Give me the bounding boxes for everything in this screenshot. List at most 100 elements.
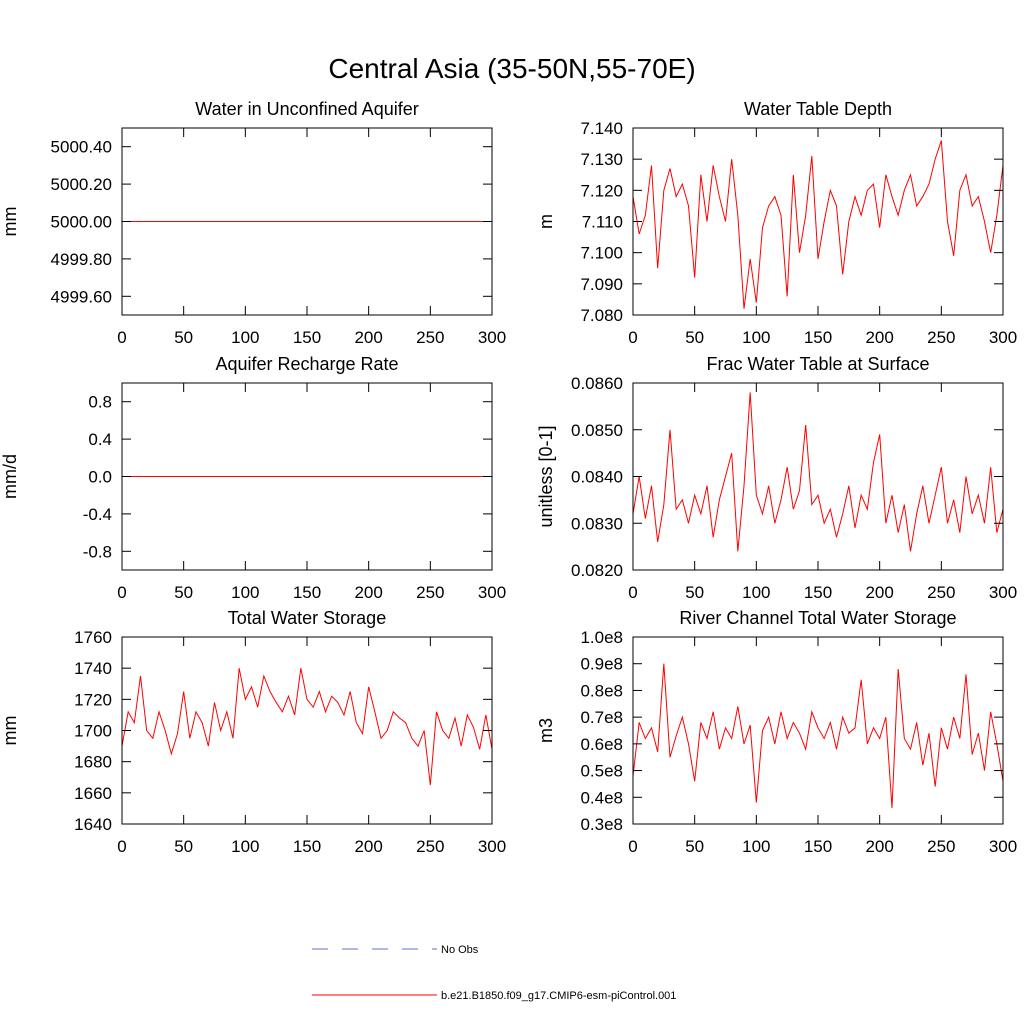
y-tick-label: 7.140 (580, 119, 623, 138)
x-tick-label: 200 (865, 583, 893, 602)
panel-title: Water Table Depth (744, 99, 892, 119)
x-tick-label: 250 (927, 328, 955, 347)
data-line (632, 663, 1004, 809)
x-tick-label: 200 (865, 837, 893, 856)
x-tick-label: 0 (628, 583, 637, 602)
x-tick-label: 0 (628, 328, 637, 347)
x-tick-label: 100 (742, 328, 770, 347)
data-line (121, 668, 493, 786)
x-tick-label: 150 (293, 837, 321, 856)
y-tick-label: 4999.60 (51, 287, 112, 306)
y-tick-label: 5000.40 (51, 138, 112, 157)
y-tick-label: 5000.00 (51, 213, 112, 232)
x-tick-label: 300 (989, 837, 1017, 856)
panel-title: Aquifer Recharge Rate (215, 354, 398, 374)
y-tick-label: 1680 (74, 753, 112, 772)
plot-frame (121, 636, 493, 825)
y-tick-label: 0.0820 (571, 561, 623, 580)
y-tick-label: 7.110 (582, 213, 623, 232)
y-tick-label: 7.130 (580, 150, 623, 169)
panel-title: Water in Unconfined Aquifer (195, 99, 418, 119)
y-tick-label: 7.120 (580, 181, 623, 200)
y-tick-label: -0.4 (83, 505, 112, 524)
x-tick-label: 150 (804, 328, 832, 347)
y-tick-label: -0.8 (83, 542, 112, 561)
x-tick-label: 200 (354, 583, 382, 602)
y-tick-label: 1640 (74, 815, 112, 834)
x-tick-label: 100 (742, 583, 770, 602)
x-tick-label: 200 (354, 837, 382, 856)
legend-label: b.e21.B1850.f09_g17.CMIP6-esm-piControl.… (441, 990, 676, 1002)
x-tick-label: 300 (478, 837, 506, 856)
plot-frame (121, 382, 493, 571)
y-axis-label: m (536, 214, 556, 229)
y-tick-label: 1.0e8 (580, 628, 623, 647)
x-tick-label: 300 (478, 328, 506, 347)
y-axis-label: mm (0, 716, 20, 746)
y-tick-label: 1740 (74, 659, 112, 678)
x-tick-label: 50 (685, 328, 704, 347)
x-tick-label: 0 (117, 837, 126, 856)
x-tick-label: 50 (174, 328, 193, 347)
y-tick-label: 1660 (74, 784, 112, 803)
y-tick-label: 1700 (74, 722, 112, 741)
panel-title: Frac Water Table at Surface (706, 354, 929, 374)
x-tick-label: 50 (685, 583, 704, 602)
x-tick-label: 100 (231, 328, 259, 347)
y-tick-label: 7.090 (580, 275, 623, 294)
data-line (632, 140, 1004, 309)
y-tick-label: 7.080 (580, 306, 623, 325)
x-tick-label: 200 (865, 328, 893, 347)
plot-frame (632, 127, 1004, 316)
y-tick-label: 1720 (74, 690, 112, 709)
x-tick-label: 100 (231, 837, 259, 856)
x-tick-label: 300 (478, 583, 506, 602)
x-tick-label: 250 (416, 837, 444, 856)
y-tick-label: 0.0860 (571, 374, 623, 393)
y-tick-label: 0.5e8 (580, 762, 623, 781)
plot-frame (632, 382, 1004, 571)
x-tick-label: 0 (117, 328, 126, 347)
panel-title: River Channel Total Water Storage (679, 608, 956, 628)
y-axis-label: unitless [0-1] (536, 425, 556, 527)
x-tick-label: 0 (628, 837, 637, 856)
x-tick-label: 100 (231, 583, 259, 602)
x-tick-label: 250 (416, 328, 444, 347)
legend-label: No Obs (441, 944, 479, 956)
y-tick-label: 0.9e8 (580, 655, 623, 674)
y-axis-label: mm (0, 207, 20, 237)
y-tick-label: 0.0850 (571, 421, 623, 440)
x-tick-label: 100 (742, 837, 770, 856)
x-tick-label: 150 (804, 583, 832, 602)
x-tick-label: 50 (685, 837, 704, 856)
y-tick-label: 7.100 (580, 244, 623, 263)
x-tick-label: 200 (354, 328, 382, 347)
y-tick-label: 4999.80 (51, 250, 112, 269)
x-tick-label: 150 (293, 583, 321, 602)
x-tick-label: 250 (927, 583, 955, 602)
x-tick-label: 50 (174, 583, 193, 602)
y-tick-label: 0.0 (88, 468, 112, 487)
y-tick-label: 0.8e8 (580, 681, 623, 700)
plot-frame (121, 127, 493, 316)
y-tick-label: 0.4 (88, 430, 112, 449)
plot-frame (632, 636, 1004, 825)
y-tick-label: 0.0830 (571, 514, 623, 533)
x-tick-label: 300 (989, 328, 1017, 347)
y-tick-label: 0.0840 (571, 468, 623, 487)
y-tick-label: 5000.20 (51, 175, 112, 194)
x-tick-label: 0 (117, 583, 126, 602)
y-tick-label: 0.3e8 (580, 815, 623, 834)
y-axis-label: mm/d (0, 454, 20, 499)
y-tick-label: 0.8 (88, 393, 112, 412)
y-tick-label: 1760 (74, 628, 112, 647)
data-line (632, 392, 1004, 552)
x-tick-label: 250 (927, 837, 955, 856)
page-title: Central Asia (35-50N,55-70E) (328, 53, 695, 84)
x-tick-label: 300 (989, 583, 1017, 602)
x-tick-label: 50 (174, 837, 193, 856)
x-tick-label: 150 (293, 328, 321, 347)
y-tick-label: 0.4e8 (580, 788, 623, 807)
panel-title: Total Water Storage (228, 608, 386, 628)
